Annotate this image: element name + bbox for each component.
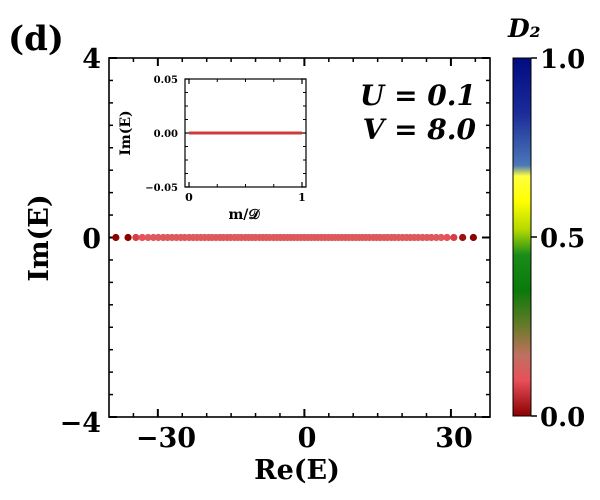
main-points <box>112 233 477 242</box>
y-axis-label: Im(E) <box>24 194 55 281</box>
data-point <box>144 233 152 242</box>
colorbar-tick-label-1: 1.0 <box>540 45 585 75</box>
data-point <box>124 233 132 242</box>
inset-y-tick-label-mid: 0.00 <box>154 129 178 140</box>
main-plot: −30 0 30 −4 0 4 Re(E) Im(E) U = 0.1 V = … <box>24 44 491 486</box>
x-tick-label-neg30: −30 <box>136 423 196 454</box>
panel-label: (d) <box>8 19 64 59</box>
inset-plot: 0.05 0.00 −0.05 0 1 m/𝒟 Im(E) <box>118 75 307 223</box>
inset-y-tick-label-top: 0.05 <box>154 75 178 86</box>
inset-x-axis-label: m/𝒟 <box>228 207 260 223</box>
inset-y-axis-label: Im(E) <box>118 110 134 155</box>
x-tick-label-0: 0 <box>298 423 317 454</box>
inset-x-tick-label-1: 1 <box>298 191 306 204</box>
data-point <box>112 233 120 242</box>
colorbar-label: D₂ <box>507 14 541 43</box>
data-point <box>138 233 146 242</box>
data-point <box>132 233 140 242</box>
annotation-v: V = 8.0 <box>363 113 477 146</box>
inset-ticks <box>185 78 306 188</box>
x-tick-label-30: 30 <box>435 423 473 454</box>
inset-x-tick-label-0: 0 <box>185 191 193 204</box>
data-point <box>443 233 451 242</box>
main-minor-ticks <box>109 58 490 417</box>
data-point <box>450 233 458 242</box>
data-point <box>437 233 445 242</box>
y-tick-label-0: 0 <box>82 224 101 255</box>
colorbar: 0.0 0.5 1.0 D₂ <box>507 14 585 433</box>
main-major-ticks <box>109 57 490 418</box>
colorbar-gradient <box>512 57 532 417</box>
y-tick-label-4: 4 <box>82 44 101 75</box>
colorbar-tick-label-05: 0.5 <box>540 224 585 254</box>
x-axis-label: Re(E) <box>254 455 340 486</box>
inset-y-tick-label-bottom: −0.05 <box>145 183 178 194</box>
y-tick-label-neg4: −4 <box>60 408 101 439</box>
colorbar-tick-label-0: 0.0 <box>540 403 585 433</box>
data-point <box>459 233 467 242</box>
annotation-u: U = 0.1 <box>360 79 476 112</box>
data-point <box>469 233 477 242</box>
